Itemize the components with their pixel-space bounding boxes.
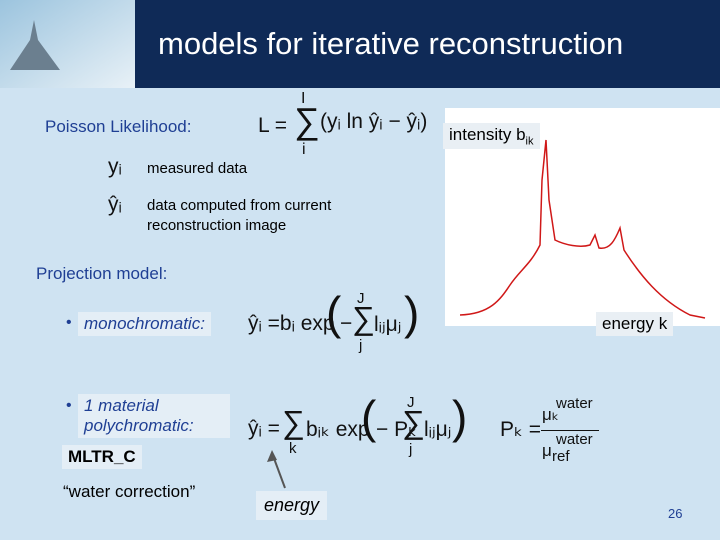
axis-label: intensity bik xyxy=(443,123,540,150)
bullet: • xyxy=(66,397,72,414)
title: models for iterative reconstruction xyxy=(158,26,624,61)
header-photo xyxy=(0,0,135,88)
header-band xyxy=(135,0,720,88)
spectrum-curve xyxy=(459,139,706,319)
formula: lᵢⱼμⱼ xyxy=(374,313,402,336)
formula: ∑ xyxy=(282,404,305,440)
formula: j xyxy=(409,441,413,458)
formula: ( xyxy=(326,287,342,339)
formula: ∑ xyxy=(294,100,320,141)
bullet-text: monochromatic: xyxy=(78,312,211,336)
note: energy xyxy=(256,491,328,520)
formula: μ xyxy=(542,441,552,460)
formula: ŷᵢ = xyxy=(248,417,280,440)
formula: Pₖ = xyxy=(500,418,542,441)
axis-label: energy k xyxy=(596,312,674,336)
formula: ) xyxy=(452,391,468,443)
formula: k xyxy=(289,440,297,457)
axis-label-sub: ik xyxy=(525,135,534,148)
note: MLTR_C xyxy=(62,445,142,469)
note: “water correction” xyxy=(63,482,196,501)
formula: (yᵢ ln ŷᵢ − ŷᵢ) xyxy=(320,110,428,133)
formula: J xyxy=(357,290,365,307)
tower xyxy=(10,20,60,70)
formula: ∑ xyxy=(352,300,375,336)
formula: ŷᵢ =bᵢ exp xyxy=(248,312,335,335)
formula: J xyxy=(407,394,415,411)
axis-label-text: intensity b xyxy=(449,125,526,144)
formula: ( xyxy=(361,391,377,443)
formula: I xyxy=(301,90,306,107)
symbol: ŷᵢ xyxy=(108,193,122,216)
formula: ref xyxy=(552,448,570,465)
label: Poisson Likelihood: xyxy=(45,117,192,136)
definition: measured data xyxy=(147,160,248,177)
label: Projection model: xyxy=(36,264,168,283)
page-number: 26 xyxy=(668,506,683,521)
formula: water xyxy=(556,395,593,412)
formula: − Pₖ xyxy=(376,418,418,441)
formula: − xyxy=(340,312,353,335)
bullet-text: 1 material polychromatic: xyxy=(78,394,230,438)
formula: bᵢₖ exp xyxy=(306,418,370,441)
formula: j xyxy=(359,337,363,354)
definition: data computed from current reconstructio… xyxy=(147,197,332,234)
arrow-head xyxy=(267,450,277,462)
fraction-bar xyxy=(541,430,599,431)
formula: ∑ xyxy=(402,404,425,440)
formula: ) xyxy=(404,287,420,339)
formula: water xyxy=(556,431,593,448)
formula: L = xyxy=(258,114,287,137)
formula: i xyxy=(302,141,306,158)
formula: lᵢⱼμⱼ xyxy=(424,418,452,441)
symbol: yᵢ xyxy=(108,155,122,178)
formula: μₖ xyxy=(542,405,560,424)
bullet: • xyxy=(66,314,72,331)
